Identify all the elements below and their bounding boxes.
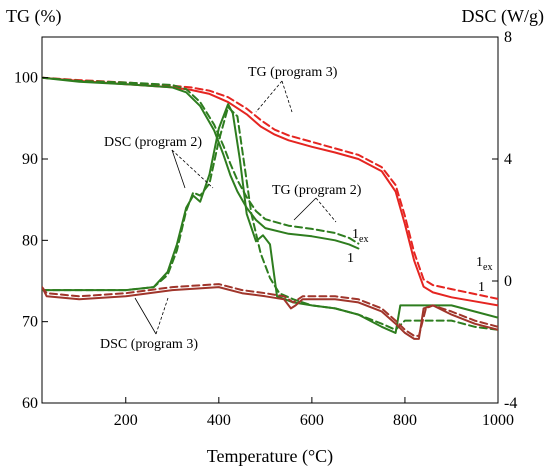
annotations-layer: TG (program 3) DSC (program 2) TG (progr…: [100, 65, 492, 352]
y-right-tick-label-3: 8: [504, 29, 512, 46]
x-tick-label-0: 200: [114, 412, 138, 429]
leader-dsc-program-2-b: [171, 149, 214, 189]
series-line-7: [42, 283, 498, 337]
x-tick-label-1: 400: [207, 412, 231, 429]
leader-dsc-program-3-b: [155, 297, 169, 335]
leader-tg-program-2-b: [315, 197, 337, 223]
x-tick-label-4: 1000: [482, 412, 514, 429]
y-left-tick-label-2: 80: [22, 232, 38, 249]
plot-frame: [41, 36, 499, 404]
label-dsc-program-3: DSC (program 3): [100, 337, 198, 352]
label-red-1: 1: [478, 280, 485, 295]
y-axis-left-title: TG (%): [6, 6, 61, 27]
label-red-1ex: 1ex: [476, 255, 492, 273]
series-line-2: [42, 76, 360, 250]
y-right-tick-label-2: 4: [504, 151, 512, 168]
series-line-3: [42, 76, 360, 245]
label-tg-program-3: TG (program 3): [248, 65, 338, 80]
series-line-1: [42, 76, 498, 300]
label-tg-program-2: TG (program 2): [272, 183, 362, 198]
series-line-0: [42, 76, 498, 307]
label-green-1: 1: [347, 251, 354, 266]
leader-dsc-program-3-a: [134, 297, 157, 335]
x-tick-label-2: 600: [300, 412, 324, 429]
leader-tg-program-3-a: [255, 80, 283, 113]
y-axis-right-title: DSC (W/g): [462, 6, 545, 27]
label-green-1ex: 1ex: [352, 227, 368, 245]
leader-dsc-program-2-a: [171, 149, 186, 189]
x-axis-title: Temperature (°C): [207, 446, 333, 467]
series-line-4: [42, 103, 498, 334]
label-dsc-program-2: DSC (program 2): [104, 135, 202, 150]
ticks-layer: 200 400 600 800 1000 60 70 80 90 100 -4 0 4 8: [14, 29, 517, 429]
y-right-tick-label-1: 0: [504, 273, 512, 290]
y-left-tick-label-3: 90: [22, 151, 38, 168]
x-tick-label-3: 800: [393, 412, 417, 429]
leader-tg-program-2-a: [293, 197, 317, 221]
y-left-tick-label-4: 100: [14, 70, 38, 87]
curves-layer: [42, 76, 498, 340]
leader-tg-program-3-b: [281, 80, 293, 113]
y-right-tick-label-0: -4: [504, 395, 517, 412]
series-line-6: [42, 286, 498, 340]
y-left-tick-label-0: 60: [22, 395, 38, 412]
y-left-tick-label-1: 70: [22, 314, 38, 331]
